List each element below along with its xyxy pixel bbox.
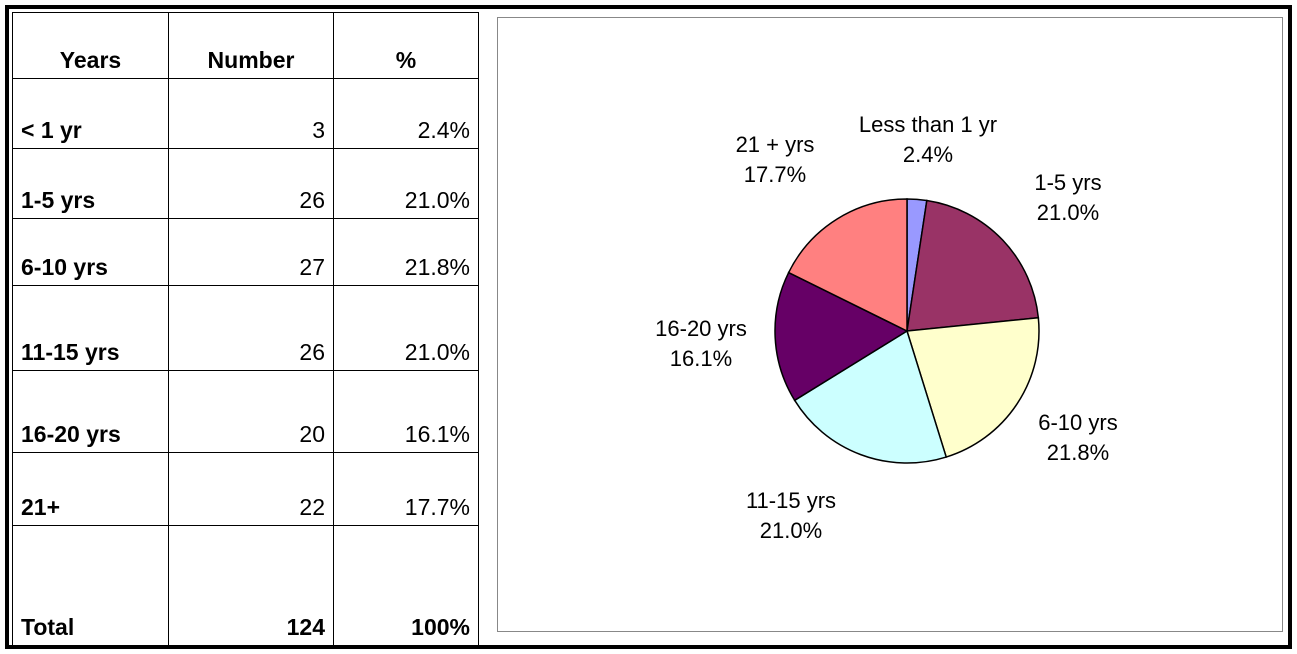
slice-category: 6-10 yrs (1038, 410, 1118, 435)
table-cell: Years (12, 12, 169, 79)
table-cell: 124 (168, 525, 334, 646)
slice-label: 21 + yrs 17.7% (710, 130, 840, 190)
table-cell: 1-5 yrs (12, 148, 169, 219)
table-cell: 16.1% (333, 370, 479, 453)
table-row: 11-15 yrs 26 21.0% (12, 285, 479, 371)
slice-category: 1-5 yrs (1034, 170, 1102, 195)
slice-value: 16.1% (669, 346, 733, 371)
table-row: 21+ 22 17.7% (12, 452, 479, 526)
slice-value: 17.7% (743, 162, 807, 187)
table-cell: 21.8% (333, 218, 479, 286)
pie-slice (787, 198, 908, 333)
table-cell: 26 (168, 285, 334, 371)
table-cell: 26 (168, 148, 334, 219)
table-row: Years Number% (12, 12, 479, 79)
table-cell: Number (168, 12, 334, 79)
table-cell: 2.4% (333, 78, 479, 149)
slice-category: 21 + yrs (735, 132, 815, 157)
pie-slice (906, 316, 1040, 458)
table-cell: 16-20 yrs (12, 370, 169, 453)
pie-slice (774, 271, 909, 402)
table-cell: % (333, 12, 479, 79)
slice-label: 1-5 yrs 21.0% (1008, 168, 1128, 228)
slice-label: 16-20 yrs 16.1% (636, 314, 766, 374)
slice-label: 6-10 yrs 21.8% (1018, 408, 1138, 468)
slice-value: 21.0% (1036, 200, 1100, 225)
table-cell: 20 (168, 370, 334, 453)
page-frame (5, 5, 1292, 649)
table-cell: 17.7% (333, 452, 479, 526)
table-cell: 22 (168, 452, 334, 526)
table-cell: 100% (333, 525, 479, 646)
slice-value: 21.0% (759, 518, 823, 543)
table-cell: 27 (168, 218, 334, 286)
table-cell: 3 (168, 78, 334, 149)
table-cell: Total (12, 525, 169, 646)
table-cell: 21.0% (333, 285, 479, 371)
slice-value: 21.8% (1046, 440, 1110, 465)
table-row: 6-10 yrs 27 21.8% (12, 218, 479, 286)
slice-value: 2.4% (902, 142, 954, 167)
table-row: 1-5 yrs 26 21.0% (12, 148, 479, 219)
pie-slice (793, 329, 948, 464)
pie-chart (774, 198, 1040, 464)
slice-category: Less than 1 yr (858, 112, 998, 137)
slice-category: 11-15 yrs (745, 488, 837, 513)
data-table: Years Number% < 1 yr 3 2.4% 1-5 yrs 26 21.0% 6-1… (12, 12, 479, 646)
table-cell: 21+ (12, 452, 169, 526)
table-cell: < 1 yr (12, 78, 169, 149)
table-cell: 11-15 yrs (12, 285, 169, 371)
table-cell: 21.0% (333, 148, 479, 219)
pie-slice (906, 199, 1040, 332)
chart-area: Less than 1 yr 2.4% 1-5 yrs 21.0% 6-10 yrs… (497, 17, 1283, 632)
table-cell: 6-10 yrs (12, 218, 169, 286)
slice-label: Less than 1 yr 2.4% (853, 110, 1003, 170)
slice-label: 11-15 yrs 21.0% (726, 486, 856, 546)
slice-category: 16-20 yrs (655, 316, 747, 341)
table-row: Total 124 100% (12, 525, 479, 646)
table-row: < 1 yr 3 2.4% (12, 78, 479, 149)
table-row: 16-20 yrs 20 16.1% (12, 370, 479, 453)
